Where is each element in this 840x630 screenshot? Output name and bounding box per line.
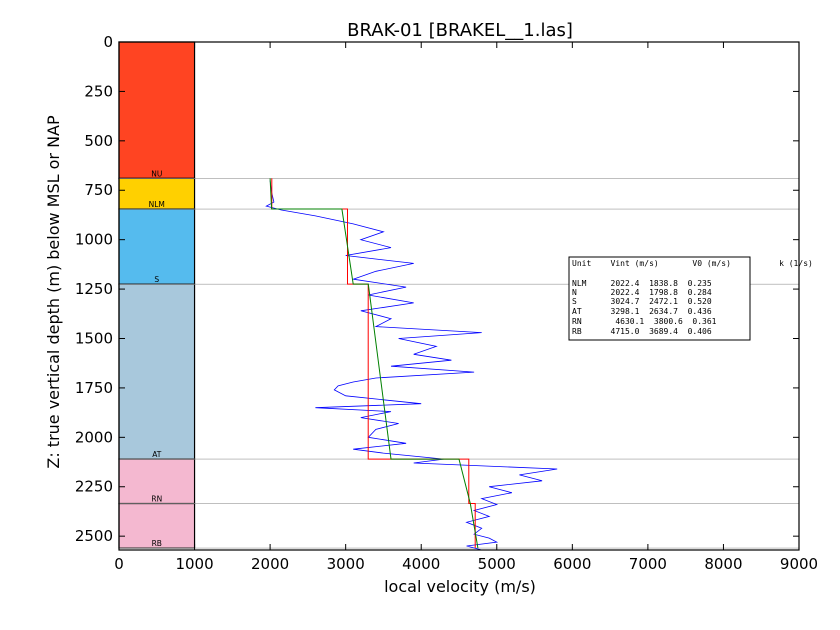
legend-box: Unit Vint (m/s) V0 (m/s) k (1/s) NLM 202… [568, 256, 813, 341]
y-axis-label: Z: true vertical depth (m) below MSL or … [44, 115, 63, 469]
x-tick-label: 9000 [780, 555, 818, 573]
stratigraphic-units: NU NLM S AT RN RB [118, 41, 196, 549]
legend-row: S 3024.7 2472.1 0.520 [572, 297, 712, 306]
unit-label: NU [151, 169, 162, 178]
x-tick-label: 4000 [402, 555, 440, 573]
unit-boundary-lines [119, 178, 799, 549]
legend-header: Unit Vint (m/s) V0 (m/s) k (1/s) [572, 259, 813, 268]
x-tick-label: 8000 [704, 555, 742, 573]
legend-row: AT 3298.1 2634.7 0.436 [572, 307, 712, 316]
chart-title: BRAK-01 [BRAKEL__1.las] [347, 20, 573, 41]
axis-ticks: 0 1000 2000 3000 4000 5000 6000 7000 8000 9000025… [75, 33, 818, 573]
y-tick-label: 2500 [75, 527, 113, 545]
y-tick-label: 500 [84, 132, 113, 150]
unit-label: NLM [149, 200, 165, 209]
x-tick-label: 5000 [478, 555, 516, 573]
legend-row: N 2022.4 1798.8 0.284 [572, 288, 712, 297]
unit-block-at [118, 283, 196, 460]
unit-label: RB [152, 539, 162, 548]
y-tick-label: 1250 [75, 280, 113, 298]
unit-label: RN [151, 495, 162, 504]
y-tick-label: 0 [103, 33, 113, 51]
unit-block-rn [118, 458, 196, 505]
x-tick-label: 2000 [251, 555, 289, 573]
y-tick-label: 2250 [75, 478, 113, 496]
legend-row: RN 4630.1 3800.6 0.361 [572, 317, 717, 326]
y-tick-label: 250 [84, 82, 113, 100]
y-tick-label: 2000 [75, 428, 113, 446]
legend-row: RB 4715.0 3689.4 0.406 [572, 327, 712, 336]
unit-label: S [154, 275, 159, 284]
y-tick-label: 1000 [75, 231, 113, 249]
series-line-2 [269, 178, 479, 549]
y-tick-label: 1500 [75, 329, 113, 347]
unit-block-s [118, 208, 196, 285]
x-axis-label: local velocity (m/s) [384, 577, 536, 596]
unit-label: AT [152, 450, 162, 459]
x-tick-label: 0 [114, 555, 124, 573]
x-tick-label: 7000 [629, 555, 667, 573]
legend-row: NLM 2022.4 1838.8 0.235 [572, 279, 712, 288]
series-line-0 [265, 180, 558, 551]
y-tick-label: 1750 [75, 379, 113, 397]
y-tick-label: 750 [84, 181, 113, 199]
plot-frame [118, 41, 800, 551]
x-tick-label: 1000 [175, 555, 213, 573]
legend-frame [568, 256, 751, 341]
x-tick-label: 6000 [553, 555, 591, 573]
series-line-1 [271, 178, 476, 548]
series-layer [265, 178, 558, 551]
unit-block-nu [118, 41, 196, 179]
x-tick-label: 3000 [327, 555, 365, 573]
